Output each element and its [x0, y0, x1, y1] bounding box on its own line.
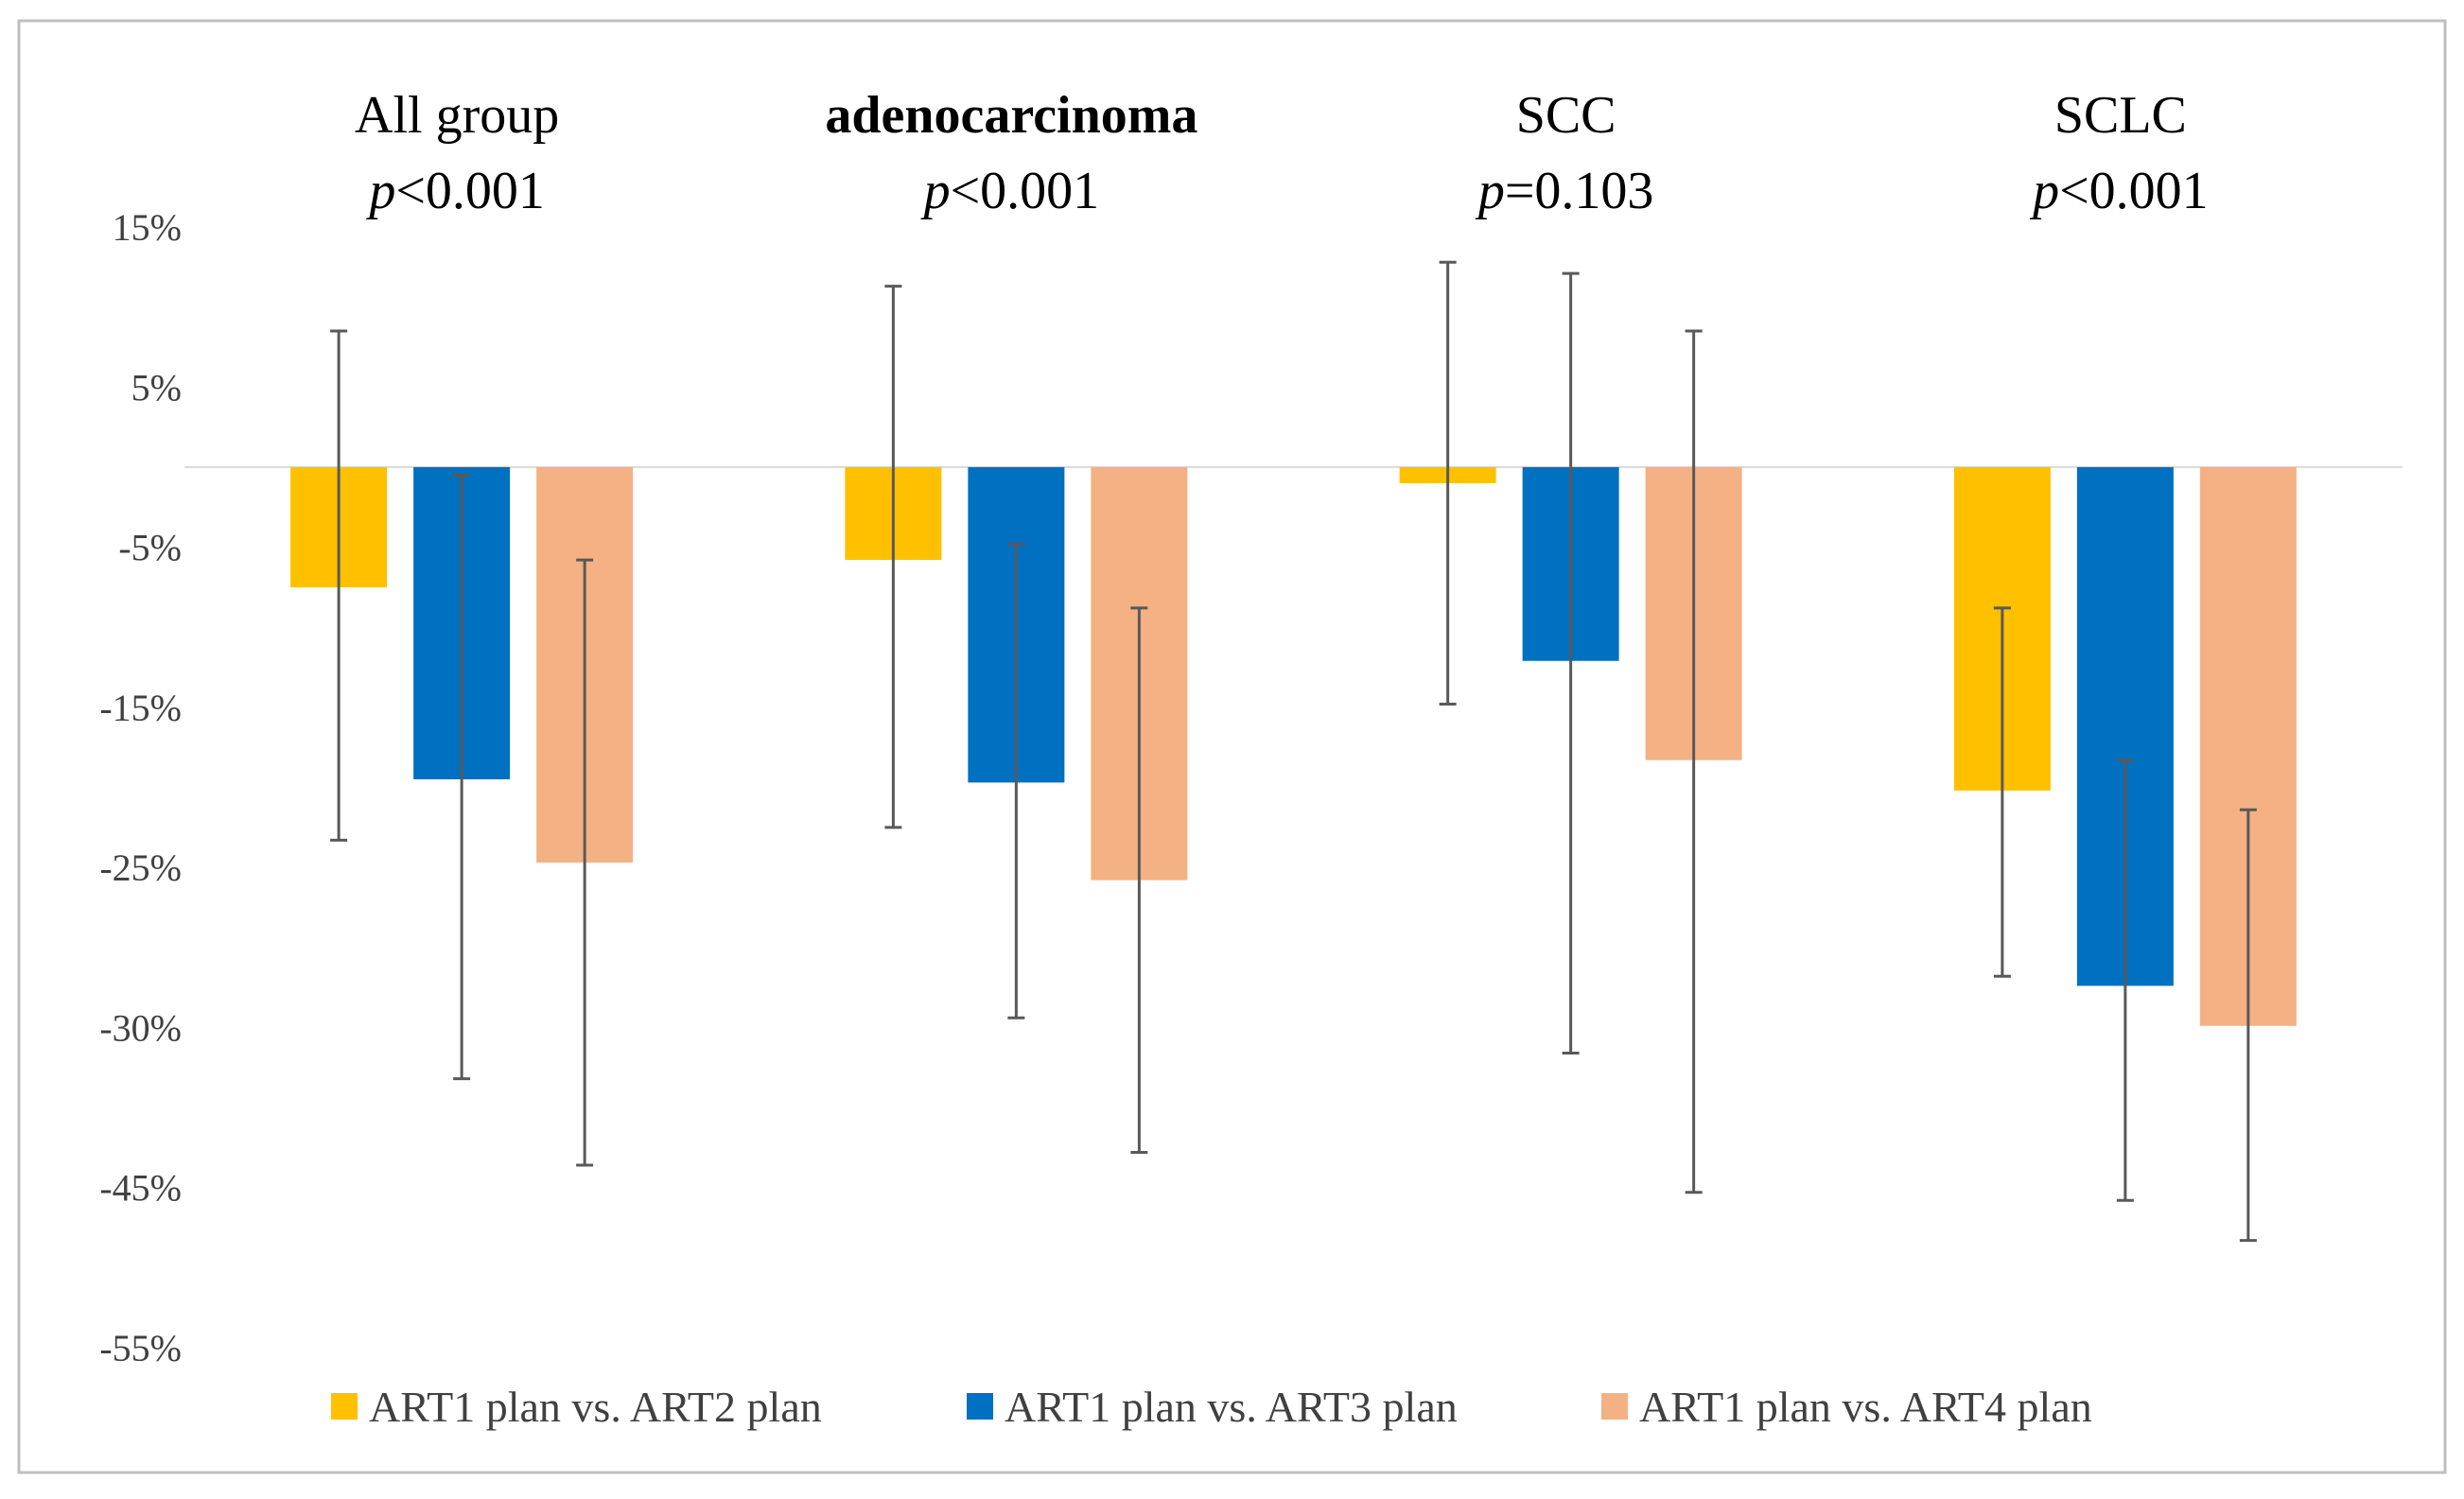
p-value: =0.103 — [1505, 162, 1654, 220]
legend-label: ART1 plan vs. ART2 plan — [369, 1383, 822, 1431]
group-p-value: p<0.001 — [2029, 162, 2209, 220]
y-tick-label: 15% — [113, 206, 182, 249]
legend-swatch — [967, 1393, 993, 1420]
p-value: <0.001 — [2059, 162, 2209, 220]
y-axis: 15% 5% -5% -15% -25% -30% -45% -55% — [99, 206, 182, 1369]
y-tick-label: -25% — [99, 846, 182, 889]
y-tick-label: -55% — [99, 1327, 182, 1369]
p-label: p — [2029, 162, 2059, 220]
group-p-value: p<0.001 — [365, 162, 545, 220]
y-tick-label: -45% — [99, 1167, 182, 1210]
group-p-value: p=0.103 — [1475, 162, 1654, 220]
legend-label: ART1 plan vs. ART4 plan — [1639, 1383, 2092, 1431]
y-tick-label: -30% — [99, 1006, 182, 1049]
legend: ART1 plan vs. ART2 plan ART1 plan vs. ART… — [331, 1383, 2092, 1431]
group-title: All group — [355, 86, 559, 145]
group-title: SCLC — [2054, 86, 2187, 145]
error-bars — [330, 260, 2257, 1243]
p-label: p — [920, 162, 951, 220]
p-label: p — [365, 162, 395, 220]
legend-swatch — [331, 1393, 358, 1420]
group-title: SCC — [1516, 86, 1616, 145]
y-tick-label: -5% — [118, 527, 182, 569]
group-p-value: p<0.001 — [920, 162, 1100, 220]
group-title: adenocarcinoma — [825, 86, 1197, 145]
y-tick-label: 5% — [131, 366, 182, 409]
y-tick-label: -15% — [99, 687, 182, 729]
p-label: p — [1475, 162, 1505, 220]
group-titles: All groupp<0.001adenocarcinomap<0.001SCC… — [355, 86, 2209, 220]
legend-label: ART1 plan vs. ART3 plan — [1005, 1383, 1458, 1431]
p-value: <0.001 — [395, 162, 545, 220]
p-value: <0.001 — [951, 162, 1100, 220]
legend-swatch — [1601, 1393, 1628, 1420]
